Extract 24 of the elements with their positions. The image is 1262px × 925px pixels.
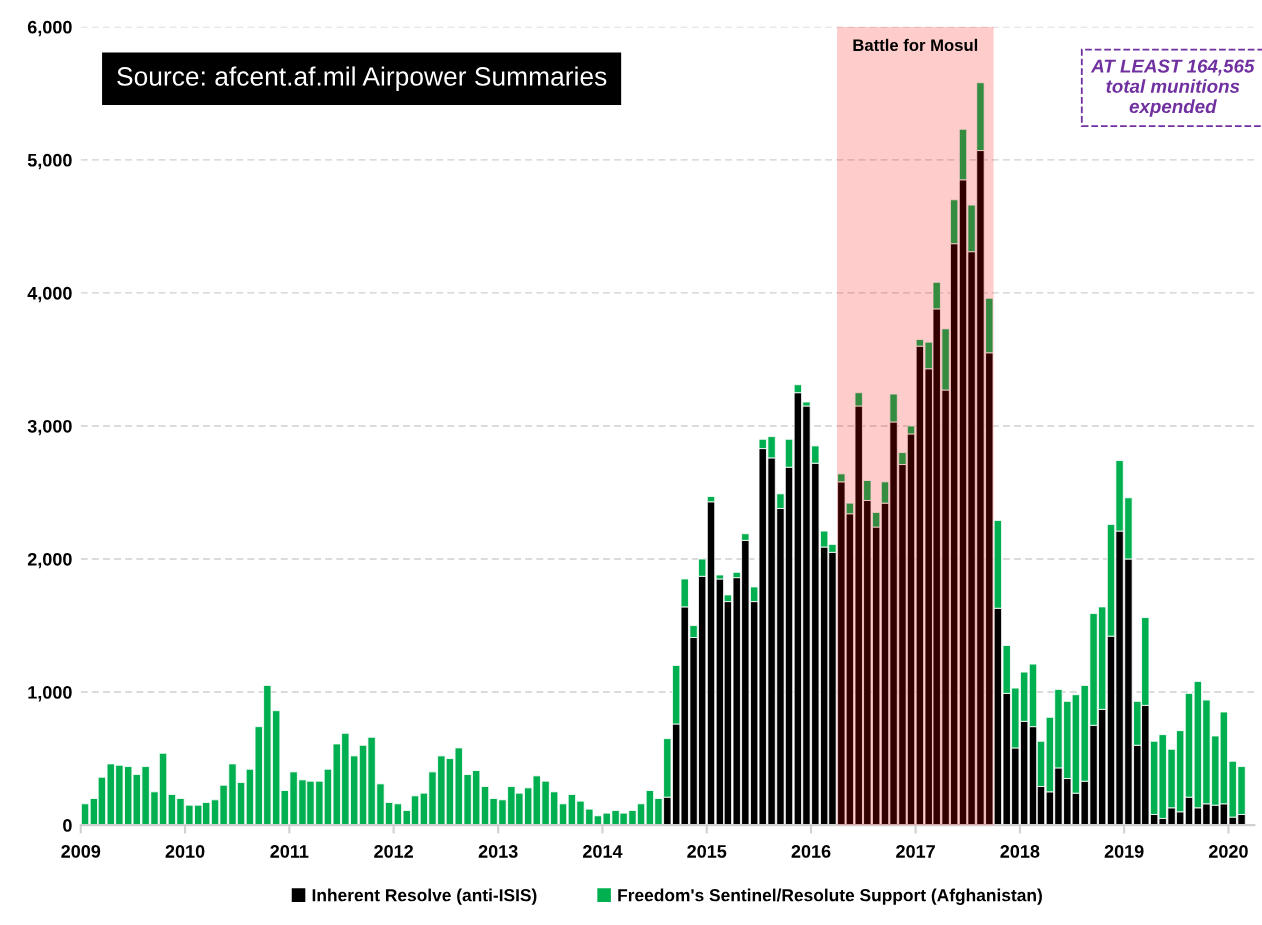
y-tick-label: 2,000 <box>27 552 72 569</box>
x-tick-label: 2009 <box>61 845 101 858</box>
x-tick-label: 2010 <box>165 845 205 858</box>
x-tick-label: 2011 <box>270 845 309 858</box>
legend-label: Freedom's Sentinel/Resolute Support (Afghanistan) <box>618 888 1042 905</box>
y-tick-label: 6,000 <box>27 20 72 37</box>
x-tick-label: 2012 <box>374 845 413 858</box>
x-tick-label: 2020 <box>1208 845 1248 858</box>
x-tick-label: 2015 <box>687 845 727 858</box>
annotation: AT LEAST 164,565 total munitions expended <box>1090 59 1255 117</box>
x-tick-label: 2016 <box>791 845 831 858</box>
annotation: Source: afcent.af.mil Airpower Summaries <box>117 66 607 92</box>
y-tick-label: 4,000 <box>27 286 72 303</box>
x-tick-label: 2013 <box>478 845 518 858</box>
x-tick-label: 2014 <box>583 845 623 858</box>
x-tick-label: 2018 <box>1000 845 1040 858</box>
x-tick-label: 2017 <box>896 845 935 858</box>
y-tick-label: 1,000 <box>28 685 72 702</box>
y-tick-label: 0 <box>63 819 72 832</box>
y-tick-label: 5,000 <box>27 153 72 170</box>
legend-label: Inherent Resolve (anti-ISIS) <box>312 888 537 905</box>
x-tick-label: 2019 <box>1104 845 1144 858</box>
band-label: Battle for Mosul <box>853 38 978 52</box>
y-tick-label: 3,000 <box>27 419 72 436</box>
